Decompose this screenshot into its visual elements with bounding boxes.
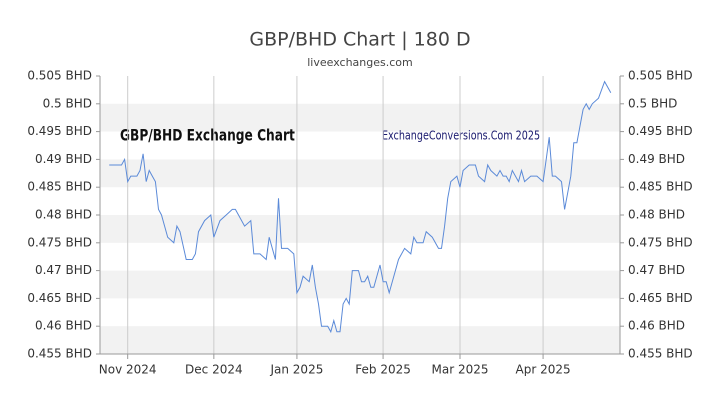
- y-tick-label: 0.49 BHD: [35, 152, 92, 166]
- grid-band: [100, 103, 620, 132]
- watermark: ExchangeConversions.Com 2025: [382, 128, 540, 142]
- chart-title: GBP/BHD Chart | 180 D: [249, 29, 470, 51]
- y2-tick-label: 0.46 BHD: [628, 319, 685, 333]
- data-line: [109, 80, 612, 334]
- x-tick-label: Feb 2025: [355, 363, 411, 377]
- x-tick-label: Apr 2025: [516, 363, 571, 377]
- grid-band: [100, 215, 620, 243]
- y2-tick-label: 0.5 BHD: [628, 96, 677, 110]
- y-tick-label: 0.485 BHD: [27, 180, 92, 194]
- y2-tick-label: 0.49 BHD: [628, 152, 685, 166]
- y-tick-label: 0.455 BHD: [27, 347, 92, 361]
- grid-band: [100, 159, 620, 188]
- y-tick-label: 0.475 BHD: [27, 235, 92, 249]
- y2-tick-label: 0.455 BHD: [628, 347, 693, 361]
- y2-tick-label: 0.47 BHD: [628, 263, 685, 277]
- y2-tick-label: 0.475 BHD: [628, 235, 693, 249]
- y2-tick-label: 0.485 BHD: [628, 180, 693, 194]
- grid-band: [100, 326, 620, 354]
- y2-tick-label: 0.495 BHD: [628, 124, 693, 138]
- chart-subtitle: liveexchanges.com: [307, 56, 412, 69]
- y-tick-label: 0.47 BHD: [35, 263, 92, 277]
- y2-tick-label: 0.465 BHD: [628, 291, 693, 305]
- y-tick-label: 0.495 BHD: [27, 124, 92, 138]
- x-tick-label: Jan 2025: [269, 363, 323, 377]
- y-tick-label: 0.465 BHD: [27, 291, 92, 305]
- y-tick-label: 0.46 BHD: [35, 319, 92, 333]
- y-tick-label: 0.48 BHD: [35, 208, 92, 222]
- x-tick-label: Nov 2024: [99, 363, 157, 377]
- y-tick-label: 0.505 BHD: [27, 69, 92, 83]
- watermark: GBP/BHD Exchange Chart: [120, 126, 295, 144]
- y-tick-label: 0.5 BHD: [43, 96, 92, 110]
- y2-tick-label: 0.505 BHD: [628, 69, 693, 83]
- x-tick-label: Mar 2025: [432, 363, 489, 377]
- x-tick-label: Dec 2024: [185, 363, 243, 377]
- y2-tick-label: 0.48 BHD: [628, 208, 685, 222]
